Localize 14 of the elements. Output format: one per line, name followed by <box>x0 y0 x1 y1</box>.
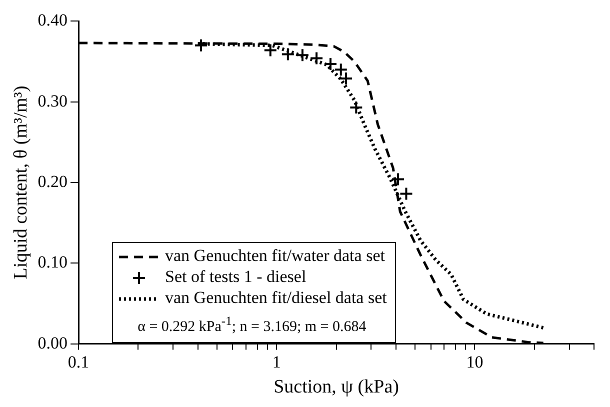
y-tick-label: 0.40 <box>38 10 68 30</box>
legend-label: Set of tests 1 - diesel <box>164 266 308 287</box>
x-tick-label: 10 <box>466 352 484 372</box>
x-tick-label: 0.1 <box>68 352 90 372</box>
y-tick-label: 0.20 <box>38 172 68 191</box>
y-axis-title: Liquid content, θ (m³/m³) <box>10 86 32 280</box>
y-tick-label: 0.10 <box>38 252 68 272</box>
x-axis-title: Suction, ψ (kPa) <box>274 376 399 398</box>
y-tick-label: 0.30 <box>38 91 68 110</box>
legend-label: van Genuchten fit/water data set <box>164 245 386 266</box>
legend-label: van Genuchten fit/diesel data set <box>164 287 387 308</box>
x-tick-label: 1 <box>272 352 281 372</box>
y-tick-label: 0.00 <box>38 333 68 352</box>
annotation: α = 0.292 kPa$^{-1}$; n = 3.169; m = 0.684 <box>136 313 368 337</box>
